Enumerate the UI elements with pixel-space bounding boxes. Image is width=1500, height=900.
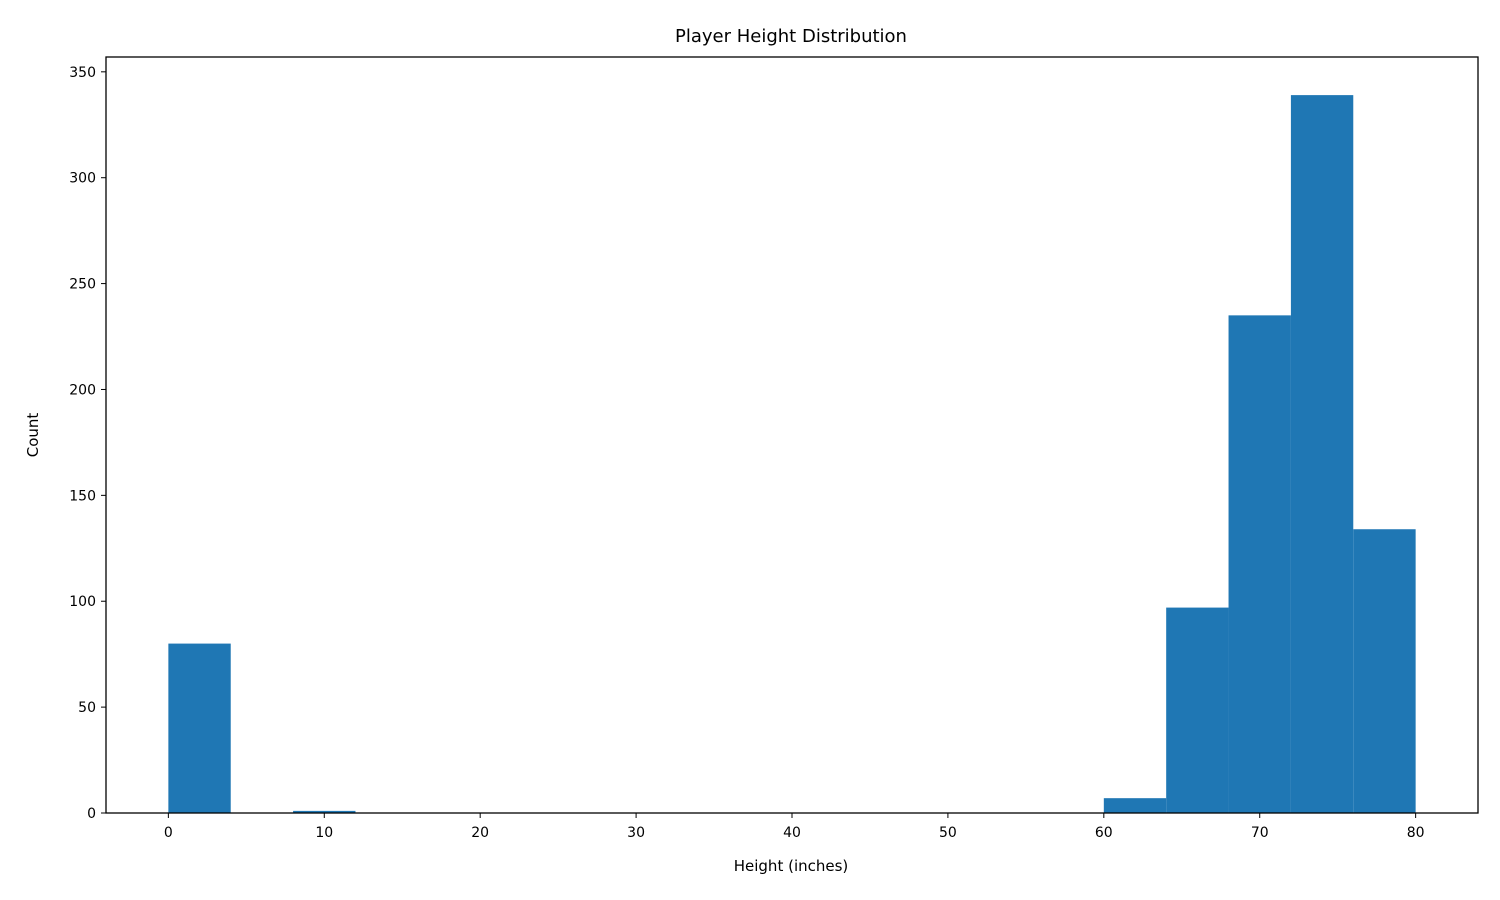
histogram-bar-76-80 — [1353, 529, 1416, 813]
y-axis-label: Count — [24, 413, 42, 458]
x-axis-label: Height (inches) — [734, 857, 849, 875]
x-tick-label: 20 — [471, 825, 489, 841]
y-tick-label: 100 — [69, 594, 96, 610]
y-tick-label: 50 — [78, 700, 96, 716]
x-tick-label: 10 — [315, 825, 333, 841]
histogram-bar-8-12 — [293, 810, 356, 813]
y-tick-label: 350 — [69, 65, 96, 81]
histogram-bar-0-4 — [168, 643, 231, 813]
bars-group — [168, 95, 1416, 813]
y-tick-label: 150 — [69, 488, 96, 504]
x-tick-label: 30 — [627, 825, 645, 841]
histogram-bar-68-72 — [1228, 315, 1291, 813]
y-tick-label: 300 — [69, 171, 96, 187]
chart-title: Player Height Distribution — [675, 26, 907, 47]
y-tick-label: 0 — [87, 806, 96, 822]
x-tick-label: 70 — [1251, 825, 1269, 841]
histogram-bar-60-64 — [1103, 798, 1167, 813]
x-tick-label: 0 — [164, 825, 173, 841]
plot-frame — [105, 56, 1479, 814]
x-axis-ticks: 0 10 20 30 40 50 60 70 80 — [164, 813, 1425, 841]
histogram-bar-64-68 — [1166, 607, 1229, 813]
y-tick-label: 200 — [69, 382, 96, 398]
y-axis-ticks: 0 50 100 150 200 250 300 350 — [69, 65, 106, 822]
histogram-bar-72-76 — [1290, 95, 1354, 813]
x-tick-label: 40 — [783, 825, 801, 841]
y-tick-label: 250 — [69, 277, 96, 293]
x-tick-label: 60 — [1095, 825, 1113, 841]
x-tick-label: 80 — [1407, 825, 1425, 841]
x-tick-label: 50 — [939, 825, 957, 841]
